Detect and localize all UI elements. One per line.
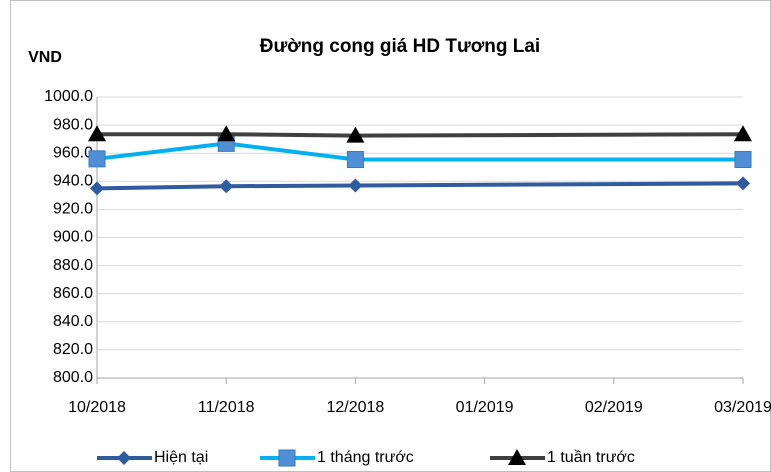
x-tick-label: 11/2018 xyxy=(198,399,255,416)
marker xyxy=(736,176,750,191)
chart-frame xyxy=(10,0,771,472)
marker xyxy=(734,151,752,169)
y-tick-label: 840.0 xyxy=(53,313,93,330)
marker xyxy=(734,125,752,142)
series-line xyxy=(96,181,744,191)
y-tick-label: 880.0 xyxy=(53,257,93,274)
marker xyxy=(346,126,365,143)
marker xyxy=(508,449,526,465)
y-tick-label: 1000.0 xyxy=(44,88,93,105)
series-line xyxy=(96,141,743,162)
series-line xyxy=(97,132,744,138)
x-tick-label: 12/2018 xyxy=(326,399,384,416)
chart-title: Đường cong giá HD Tương Lai xyxy=(260,36,540,57)
x-tick-label: 03/2019 xyxy=(714,399,771,416)
marker xyxy=(348,178,363,193)
marker xyxy=(90,181,104,196)
y-tick-label: 820.0 xyxy=(53,341,93,358)
y-tick-label: 900.0 xyxy=(53,229,93,246)
marker xyxy=(346,151,364,169)
marker xyxy=(278,449,296,467)
x-tick-label: 02/2019 xyxy=(585,399,643,416)
marker xyxy=(219,179,234,194)
marker xyxy=(117,451,131,465)
marker xyxy=(88,125,106,142)
x-tick-label: 01/2019 xyxy=(456,399,514,416)
y-tick-label: 800.0 xyxy=(53,369,93,386)
legend-label: 1 tháng trước xyxy=(317,449,414,466)
y-tick-label: 860.0 xyxy=(53,285,93,302)
y-tick-label: 960.0 xyxy=(53,144,93,161)
marker xyxy=(217,125,236,142)
marker xyxy=(88,150,106,168)
x-tick-label: 10/2018 xyxy=(68,399,126,416)
y-tick-label: 980.0 xyxy=(53,116,93,133)
y-tick-label: 920.0 xyxy=(53,201,93,218)
y-axis-label: VND xyxy=(28,49,62,66)
legend-label: 1 tuần trước xyxy=(547,449,635,466)
y-tick-label: 940.0 xyxy=(53,173,93,190)
legend-label: Hiện tại xyxy=(154,449,208,466)
